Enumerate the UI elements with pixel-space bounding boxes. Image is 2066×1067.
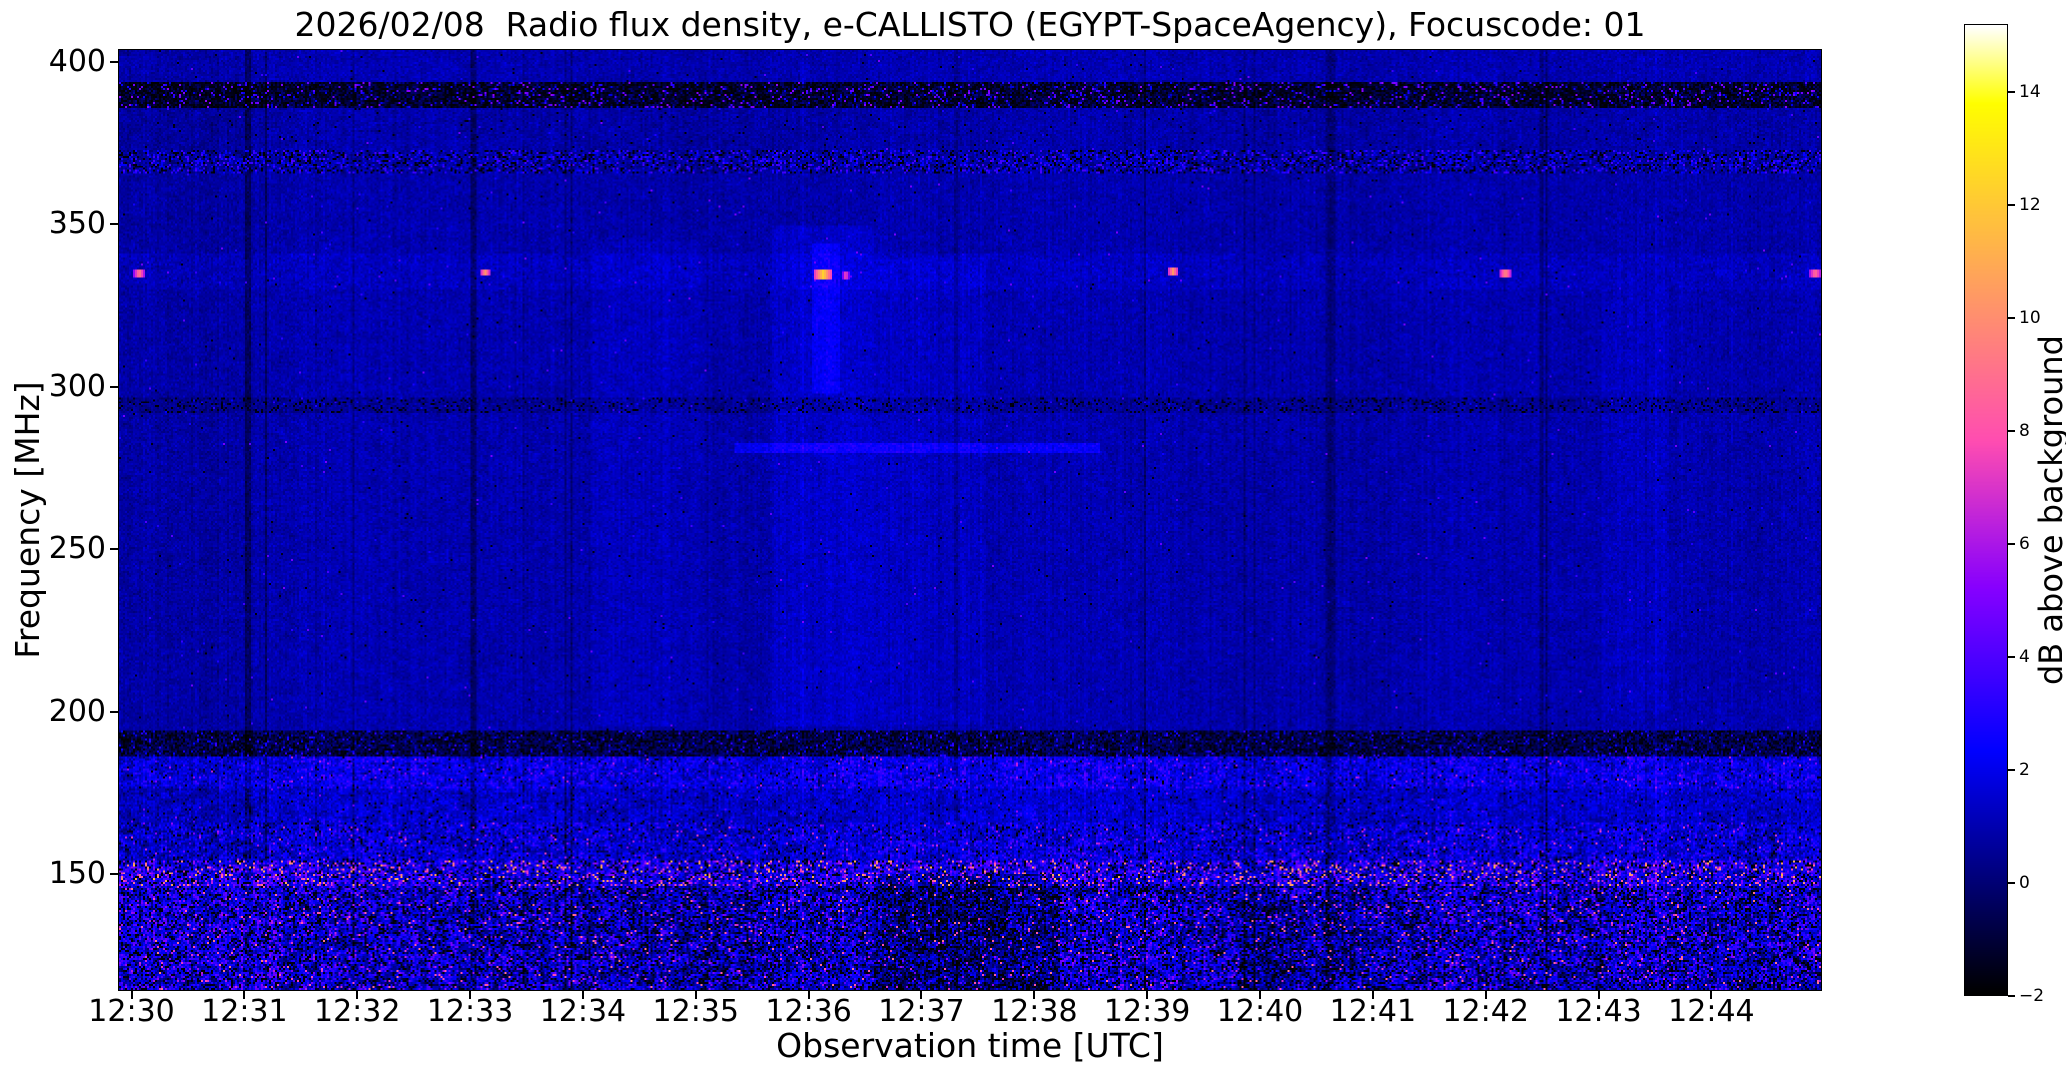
colorbar-tick-label: 14: [2019, 81, 2041, 102]
x-tick-label: 12:38: [991, 994, 1078, 1029]
colorbar-tick-label: 4: [2019, 646, 2030, 667]
x-tick-mark: [243, 991, 246, 999]
y-tick-label: 250: [48, 531, 106, 567]
y-tick-label: 300: [48, 368, 106, 404]
y-tick-mark: [110, 223, 118, 226]
y-tick-label: 350: [48, 206, 106, 242]
x-tick-label: 12:40: [1216, 994, 1304, 1029]
x-tick-label: 12:39: [1103, 994, 1191, 1029]
x-tick-mark: [1033, 991, 1036, 999]
x-tick-label: 12:37: [878, 994, 965, 1029]
x-tick-label: 12:34: [539, 994, 627, 1029]
colorbar-tick-label: −2: [2019, 986, 2045, 1006]
colorbar-tick-mark: [2008, 203, 2015, 206]
y-tick-mark: [110, 60, 118, 63]
x-tick-mark: [1146, 991, 1149, 999]
x-tick-mark: [1371, 991, 1374, 999]
x-tick-mark: [1484, 991, 1487, 999]
x-tick-mark: [1710, 991, 1713, 999]
y-tick-label: 150: [48, 856, 106, 892]
spectrogram-heatmap: [119, 50, 1821, 990]
colorbar-label: dB above background: [2032, 335, 2066, 685]
x-tick-mark: [581, 991, 584, 999]
colorbar-gradient: [1965, 25, 2007, 995]
colorbar-tick-mark: [2008, 542, 2015, 545]
x-tick-mark: [469, 991, 472, 999]
colorbar-tick-label: 10: [2019, 307, 2041, 328]
chart-title: 2026/02/08 Radio flux density, e-CALLIST…: [294, 5, 1646, 44]
colorbar-tick-label: 8: [2019, 420, 2030, 441]
y-tick-mark: [110, 710, 118, 713]
colorbar-tick-mark: [2008, 655, 2015, 658]
x-tick-mark: [1597, 991, 1600, 999]
x-tick-label: 12:33: [426, 994, 514, 1029]
colorbar-tick-mark: [2008, 768, 2015, 771]
colorbar-tick-mark: [2008, 881, 2015, 884]
colorbar: [1964, 24, 2008, 996]
x-tick-mark: [356, 991, 359, 999]
colorbar-tick-mark: [2008, 429, 2015, 432]
x-tick-label: 12:31: [201, 994, 288, 1029]
x-tick-mark: [694, 991, 697, 999]
plot-area: [118, 49, 1822, 991]
colorbar-tick-label: 6: [2019, 533, 2030, 554]
x-tick-label: 12:36: [765, 994, 852, 1029]
x-tick-label: 12:41: [1329, 994, 1417, 1029]
x-tick-label: 12:44: [1668, 994, 1755, 1029]
x-tick-mark: [1259, 991, 1262, 999]
y-tick-mark: [110, 548, 118, 551]
y-tick-label: 200: [48, 693, 106, 729]
colorbar-tick-mark: [2008, 316, 2015, 319]
x-tick-mark: [920, 991, 923, 999]
x-tick-label: 12:30: [88, 994, 175, 1029]
x-tick-label: 12:42: [1442, 994, 1529, 1029]
colorbar-tick-label: 2: [2019, 759, 2030, 780]
colorbar-tick-label: 12: [2019, 194, 2041, 215]
x-tick-label: 12:32: [314, 994, 401, 1029]
x-axis-label: Observation time [UTC]: [776, 1026, 1164, 1065]
colorbar-tick-mark: [2008, 995, 2015, 997]
x-tick-label: 12:43: [1555, 994, 1642, 1029]
y-tick-mark: [110, 873, 118, 876]
colorbar-tick-label: 0: [2019, 872, 2030, 893]
y-tick-label: 400: [48, 43, 106, 79]
x-tick-mark: [130, 991, 133, 999]
colorbar-tick-mark: [2008, 90, 2015, 93]
x-tick-mark: [807, 991, 810, 999]
x-tick-label: 12:35: [652, 994, 739, 1029]
y-tick-mark: [110, 385, 118, 388]
